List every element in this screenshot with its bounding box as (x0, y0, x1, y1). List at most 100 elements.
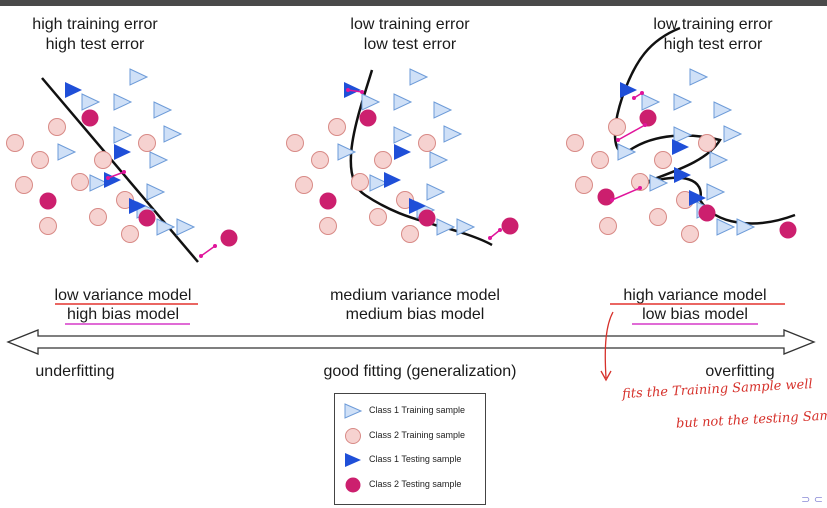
legend-item-class1-train: Class 1 Training sample (335, 401, 485, 421)
panel-2-class2-train-point (319, 217, 337, 235)
panel-1-class1-train-point (113, 126, 133, 144)
panel-3-class2-train-point (599, 217, 617, 235)
panel-3-class1-train-point (713, 101, 733, 119)
panel-2-class1-train-point (393, 126, 413, 144)
panel-2-class1-train-point (409, 68, 429, 86)
panel-3-class2-train-point (591, 151, 609, 169)
panel-1-class1-train-point (89, 174, 109, 192)
panel-3-class2-train-point (608, 118, 626, 136)
panel-1-linear-fit-line (41, 77, 199, 263)
panel-1-class1-train-point (149, 151, 169, 169)
panel-2-class2-train-point (351, 173, 369, 191)
panel-1-error-link-endpoint (106, 176, 110, 180)
triangle-filled-icon (345, 453, 361, 467)
panel-1-class1-test-point (129, 198, 146, 214)
panel-3-error-link-endpoint (632, 96, 636, 100)
legend-item-class1-test: Class 1 Testing sample (335, 450, 485, 470)
panel-1-class2-train-point (138, 134, 156, 152)
panel-3-error-link (617, 124, 646, 141)
panel-3-class1-train-point (706, 183, 726, 201)
panel-3-class2-train-point (575, 176, 593, 194)
panel-1-model-line2: high bias model (66, 306, 180, 323)
legend-label-class1-test: Class 1 Testing sample (369, 454, 462, 464)
panel-3-error-link-endpoint (616, 138, 620, 142)
panel-1-class2-train-point (6, 134, 24, 152)
panel-2-class1-train-point (393, 93, 413, 111)
legend-item-class2-test: Class 2 Testing sample (335, 475, 485, 495)
panel-3-class2-train-point (698, 134, 716, 152)
panel-3-class1-train-point (617, 143, 637, 161)
panel-1-class2-train-point (71, 173, 89, 191)
panel-3-class1-test-point (620, 82, 637, 98)
panel-2-class1-test-point (384, 172, 401, 188)
panel-1-title-line1: high training error (32, 16, 158, 33)
slide-nav-icon: ⊃ ⊂ (801, 493, 823, 506)
overfitting-label: overfitting (705, 363, 775, 380)
panel-3-overfit-curve (613, 26, 796, 225)
panel-2-class1-train-point (426, 183, 446, 201)
panel-2-class1-test-point (409, 198, 426, 214)
panel-3-error-link (611, 187, 641, 201)
panel-3-class1-train-point (736, 218, 756, 236)
panel-1-class1-train-point (81, 93, 101, 111)
panel-2-class2-test-point (418, 209, 436, 227)
panel-3-class2-train-point (654, 151, 672, 169)
panel-1-class1-train-point (57, 143, 77, 161)
panel-2-class2-train-point (286, 134, 304, 152)
panel-3-class2-train-point (649, 208, 667, 226)
panel-3-class1-train-point (649, 174, 669, 192)
panel-3-class1-test-point (689, 190, 706, 206)
panel-2-class1-train-point (436, 218, 456, 236)
panel-2-class1-train-point (361, 93, 381, 111)
panel-3-model-line2: low bias model (642, 306, 748, 323)
panel-3-class1-train-point (673, 126, 693, 144)
panel-2-class2-train-point (369, 208, 387, 226)
panel-2-class1-train-point (337, 143, 357, 161)
panel-3-class1-train-point (716, 218, 736, 236)
panel-3-error-link-endpoint (643, 123, 647, 127)
panel-3-title-line1: low training error (653, 16, 773, 33)
panel-3-error-link-endpoint (640, 91, 644, 95)
panel-3-class1-train-point (723, 125, 743, 143)
panel-1-error-link-endpoint (213, 244, 217, 248)
legend-label-class2-test: Class 2 Testing sample (369, 479, 462, 489)
panel-1-class1-test-point (65, 82, 82, 98)
panel-3-class1-train-point (673, 93, 693, 111)
panel-1-class1-train-point (163, 125, 183, 143)
panel-1-error-link (107, 171, 125, 179)
panel-1-error-link-endpoint (199, 254, 203, 258)
panel-2-class1-train-point (429, 151, 449, 169)
panel-1-class2-test-point (138, 209, 156, 227)
panel-1-class1-train-point (156, 218, 176, 236)
panel-1-class1-train-point (129, 68, 149, 86)
panel-2-error-link-endpoint (498, 228, 502, 232)
panel-3-class2-test-point (597, 188, 615, 206)
panel-2-class1-train-point (443, 125, 463, 143)
panel-2-class2-train-point (295, 176, 313, 194)
panel-3-class2-train-point (681, 225, 699, 243)
panel-3-model-line1: high variance model (623, 287, 767, 304)
panel-2-class2-train-point (311, 151, 329, 169)
panel-2-class1-train-point (369, 174, 389, 192)
panel-3-class1-test-point (672, 139, 689, 155)
panel-1-class1-test-point (104, 172, 121, 188)
circle-filled-icon (345, 477, 361, 493)
legend-label-class2-train: Class 2 Training sample (369, 430, 466, 440)
panel-1-title-line2: high test error (45, 36, 145, 53)
good-fitting-label: good fitting (generalization) (323, 363, 517, 380)
panel-3-error-link-endpoint (638, 186, 642, 190)
panel-2-error-link (347, 89, 363, 93)
legend-box: Class 1 Training sample Class 2 Training… (334, 393, 486, 505)
panel-1-class1-train-point (153, 101, 173, 119)
panel-1-class2-train-point (48, 118, 66, 136)
panel-3-class2-test-point (639, 109, 657, 127)
circle-outline-icon (345, 428, 361, 444)
panel-1-error-link-endpoint (122, 170, 126, 174)
panel-1-class2-test-point (39, 192, 57, 210)
panel-2-class1-train-point (456, 218, 476, 236)
panel-3-class2-test-point (779, 221, 797, 239)
panel-1-class2-test-point (220, 229, 238, 247)
panel-1-class2-train-point (31, 151, 49, 169)
